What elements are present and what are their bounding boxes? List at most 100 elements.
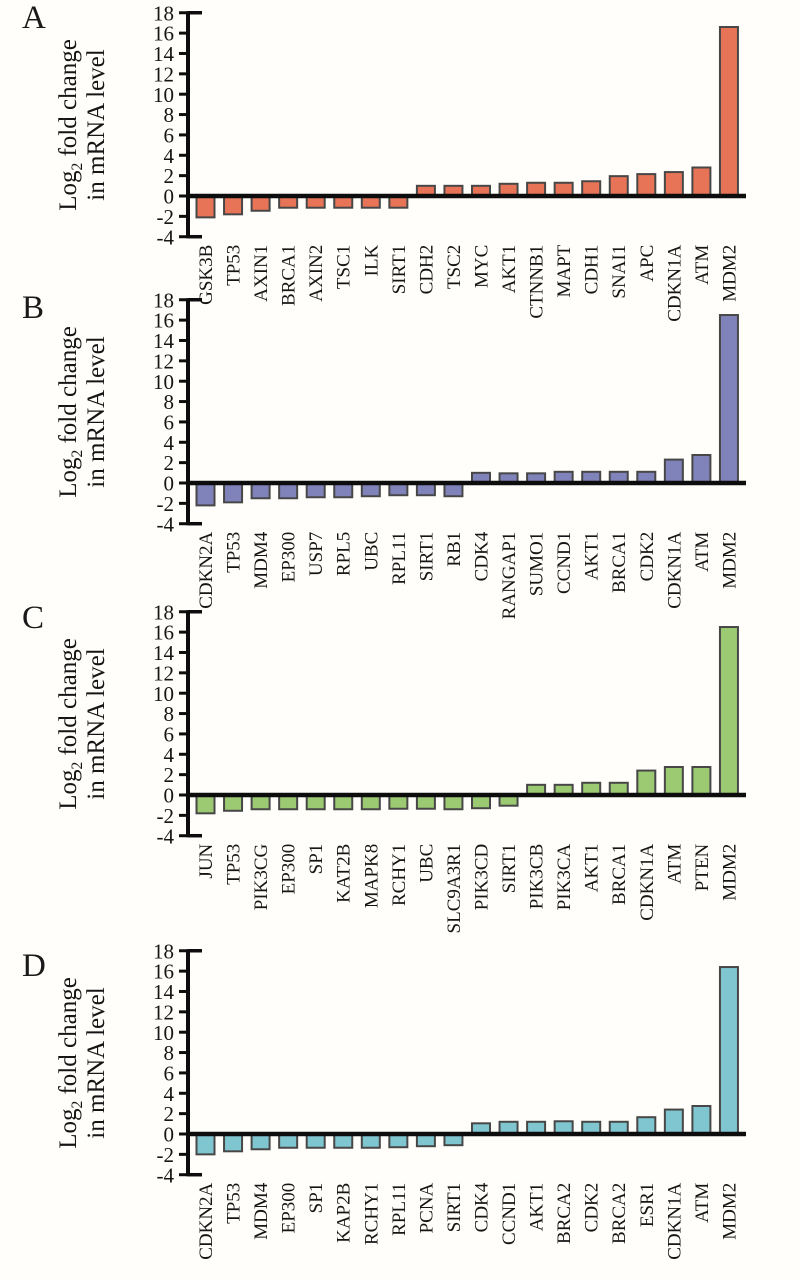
bar-cdkn1a xyxy=(663,458,684,484)
gene-label-ep300: EP300 xyxy=(279,844,300,895)
y-tick-label: 10 xyxy=(153,682,174,706)
y-axis-title-line2: in mRNA level xyxy=(83,336,110,488)
y-axis-title-line1: Log2 fold change xyxy=(55,38,86,211)
panel-a-letter: A xyxy=(22,0,46,36)
y-tick-label: 8 xyxy=(164,702,175,726)
y-tick-label: 18 xyxy=(153,939,174,963)
gene-label-rangap1: RANGAP1 xyxy=(499,532,520,620)
y-tick-label: 16 xyxy=(153,22,174,46)
gene-label-tsc2: TSC2 xyxy=(444,245,465,289)
gene-label-ep300: EP300 xyxy=(279,532,300,583)
y-tick-label: 16 xyxy=(153,960,174,984)
bar-mdm4 xyxy=(250,1133,271,1151)
gene-label-rpl5: RPL5 xyxy=(334,532,355,576)
gene-label-mapt: MAPT xyxy=(554,244,575,297)
y-tick-label: 2 xyxy=(164,763,175,787)
y-tick-label: 8 xyxy=(164,1041,175,1065)
y-tick-label: -2 xyxy=(157,205,175,229)
gene-label-atm: ATM xyxy=(692,532,713,572)
gene-label-cdh1: CDH1 xyxy=(582,245,603,295)
panel-a: A Log2 fold change in mRNA level -4 -2 0 2 4… xyxy=(0,0,800,322)
y-tick-label: 4 xyxy=(164,431,175,455)
bar-gsk3b xyxy=(195,195,216,219)
y-axis-title: Log2 fold change in mRNA level xyxy=(55,933,113,1193)
panel-c-letter: C xyxy=(22,600,45,636)
gene-label-tp53: TP53 xyxy=(224,844,245,885)
y-tick-label: 0 xyxy=(164,1123,175,1147)
panel-d-letter: D xyxy=(22,948,46,984)
gene-label-mdm4: MDM4 xyxy=(251,1182,272,1240)
gene-label-ubc: UBC xyxy=(361,532,382,571)
y-tick-label: 10 xyxy=(153,83,174,107)
y-tick-label: 12 xyxy=(153,1000,174,1024)
gene-label-mdm2: MDM2 xyxy=(719,844,740,901)
gene-label-kat2b: KAT2B xyxy=(334,844,355,903)
bar-cdkn1a xyxy=(636,769,657,796)
gene-label-esr1: ESR1 xyxy=(637,1183,658,1227)
gene-label-cdkn1a: CDKN1A xyxy=(664,1182,685,1259)
gene-label-atm: ATM xyxy=(664,844,685,884)
gene-label-axin2: AXIN2 xyxy=(306,245,327,302)
gene-label-mdm2: MDM2 xyxy=(719,245,740,302)
gene-label-akt1: AKT1 xyxy=(582,844,603,893)
gene-label-cdk2: CDK2 xyxy=(637,532,658,582)
gene-label-pik3cd: PIK3CD xyxy=(472,844,493,911)
gene-label-apc: APC xyxy=(637,245,658,282)
gene-label-ubc: UBC xyxy=(416,844,437,883)
y-tick-label: -4 xyxy=(157,512,175,536)
gene-label-snai1: SNAI1 xyxy=(609,245,630,299)
gene-label-brca1: BRCA1 xyxy=(609,844,630,905)
bar-ep300 xyxy=(278,482,299,500)
panel-c: C Log2 fold change in mRNA level -4 -2 0 2 4… xyxy=(0,600,800,948)
y-tick-label: 12 xyxy=(153,62,174,86)
y-tick-label: 4 xyxy=(164,743,175,767)
gene-label-sirt1: SIRT1 xyxy=(499,844,520,894)
gene-label-sp1: SP1 xyxy=(306,844,327,875)
gene-label-rpl11: RPL11 xyxy=(389,532,410,585)
gene-label-mdm4: MDM4 xyxy=(251,531,272,589)
gene-label-cdkn1a: CDKN1A xyxy=(664,531,685,608)
bar-tp53 xyxy=(223,1133,244,1153)
y-axis-title-line1: Log2 fold change xyxy=(55,325,86,498)
y-tick-label: 18 xyxy=(153,1,174,25)
gene-label-sirt1: SIRT1 xyxy=(389,245,410,295)
y-axis-title-line1: Log2 fold change xyxy=(55,637,86,810)
bar-mdm2 xyxy=(718,314,739,485)
bar-jun xyxy=(195,794,216,815)
y-tick-label: 10 xyxy=(153,370,174,394)
gene-label-ctnnb1: CTNNB1 xyxy=(527,245,548,319)
bar-tp53 xyxy=(223,794,244,812)
y-axis-title-line2: in mRNA level xyxy=(83,648,110,800)
gene-label-cdkn1a: CDKN1A xyxy=(664,244,685,321)
gene-label-sp1: SP1 xyxy=(306,1183,327,1214)
y-tick-label: 4 xyxy=(164,1082,175,1106)
gene-label-myc: MYC xyxy=(472,245,493,288)
bar-mdm2 xyxy=(718,966,739,1135)
gene-label-atm: ATM xyxy=(692,1183,713,1223)
gene-label-axin1: AXIN1 xyxy=(251,245,272,302)
bar-atm xyxy=(663,766,684,797)
gene-label-gsk3b: GSK3B xyxy=(196,245,217,305)
bar-pten xyxy=(691,766,712,797)
bar-atm xyxy=(691,166,712,198)
bar-mdm2 xyxy=(718,626,739,797)
bar-atm xyxy=(691,1105,712,1136)
y-tick-label: 14 xyxy=(153,329,175,353)
y-tick-label: 6 xyxy=(164,410,175,434)
gene-label-mdm2: MDM2 xyxy=(719,532,740,589)
gene-label-slc9a3r1: SLC9A3R1 xyxy=(444,844,465,934)
gene-label-cdk4: CDK4 xyxy=(472,1182,493,1232)
gene-label-pten: PTEN xyxy=(692,843,713,891)
y-tick-label: -2 xyxy=(157,1143,175,1167)
gene-label-sirt1: SIRT1 xyxy=(416,532,437,582)
y-tick-label: 12 xyxy=(153,349,174,373)
bar-esr1 xyxy=(636,1116,657,1136)
gene-label-tp53: TP53 xyxy=(224,245,245,286)
gene-label-rpl11: RPL11 xyxy=(389,1183,410,1236)
y-tick-label: 6 xyxy=(164,722,175,746)
y-axis-title: Log2 fold change in mRNA level xyxy=(55,594,113,854)
